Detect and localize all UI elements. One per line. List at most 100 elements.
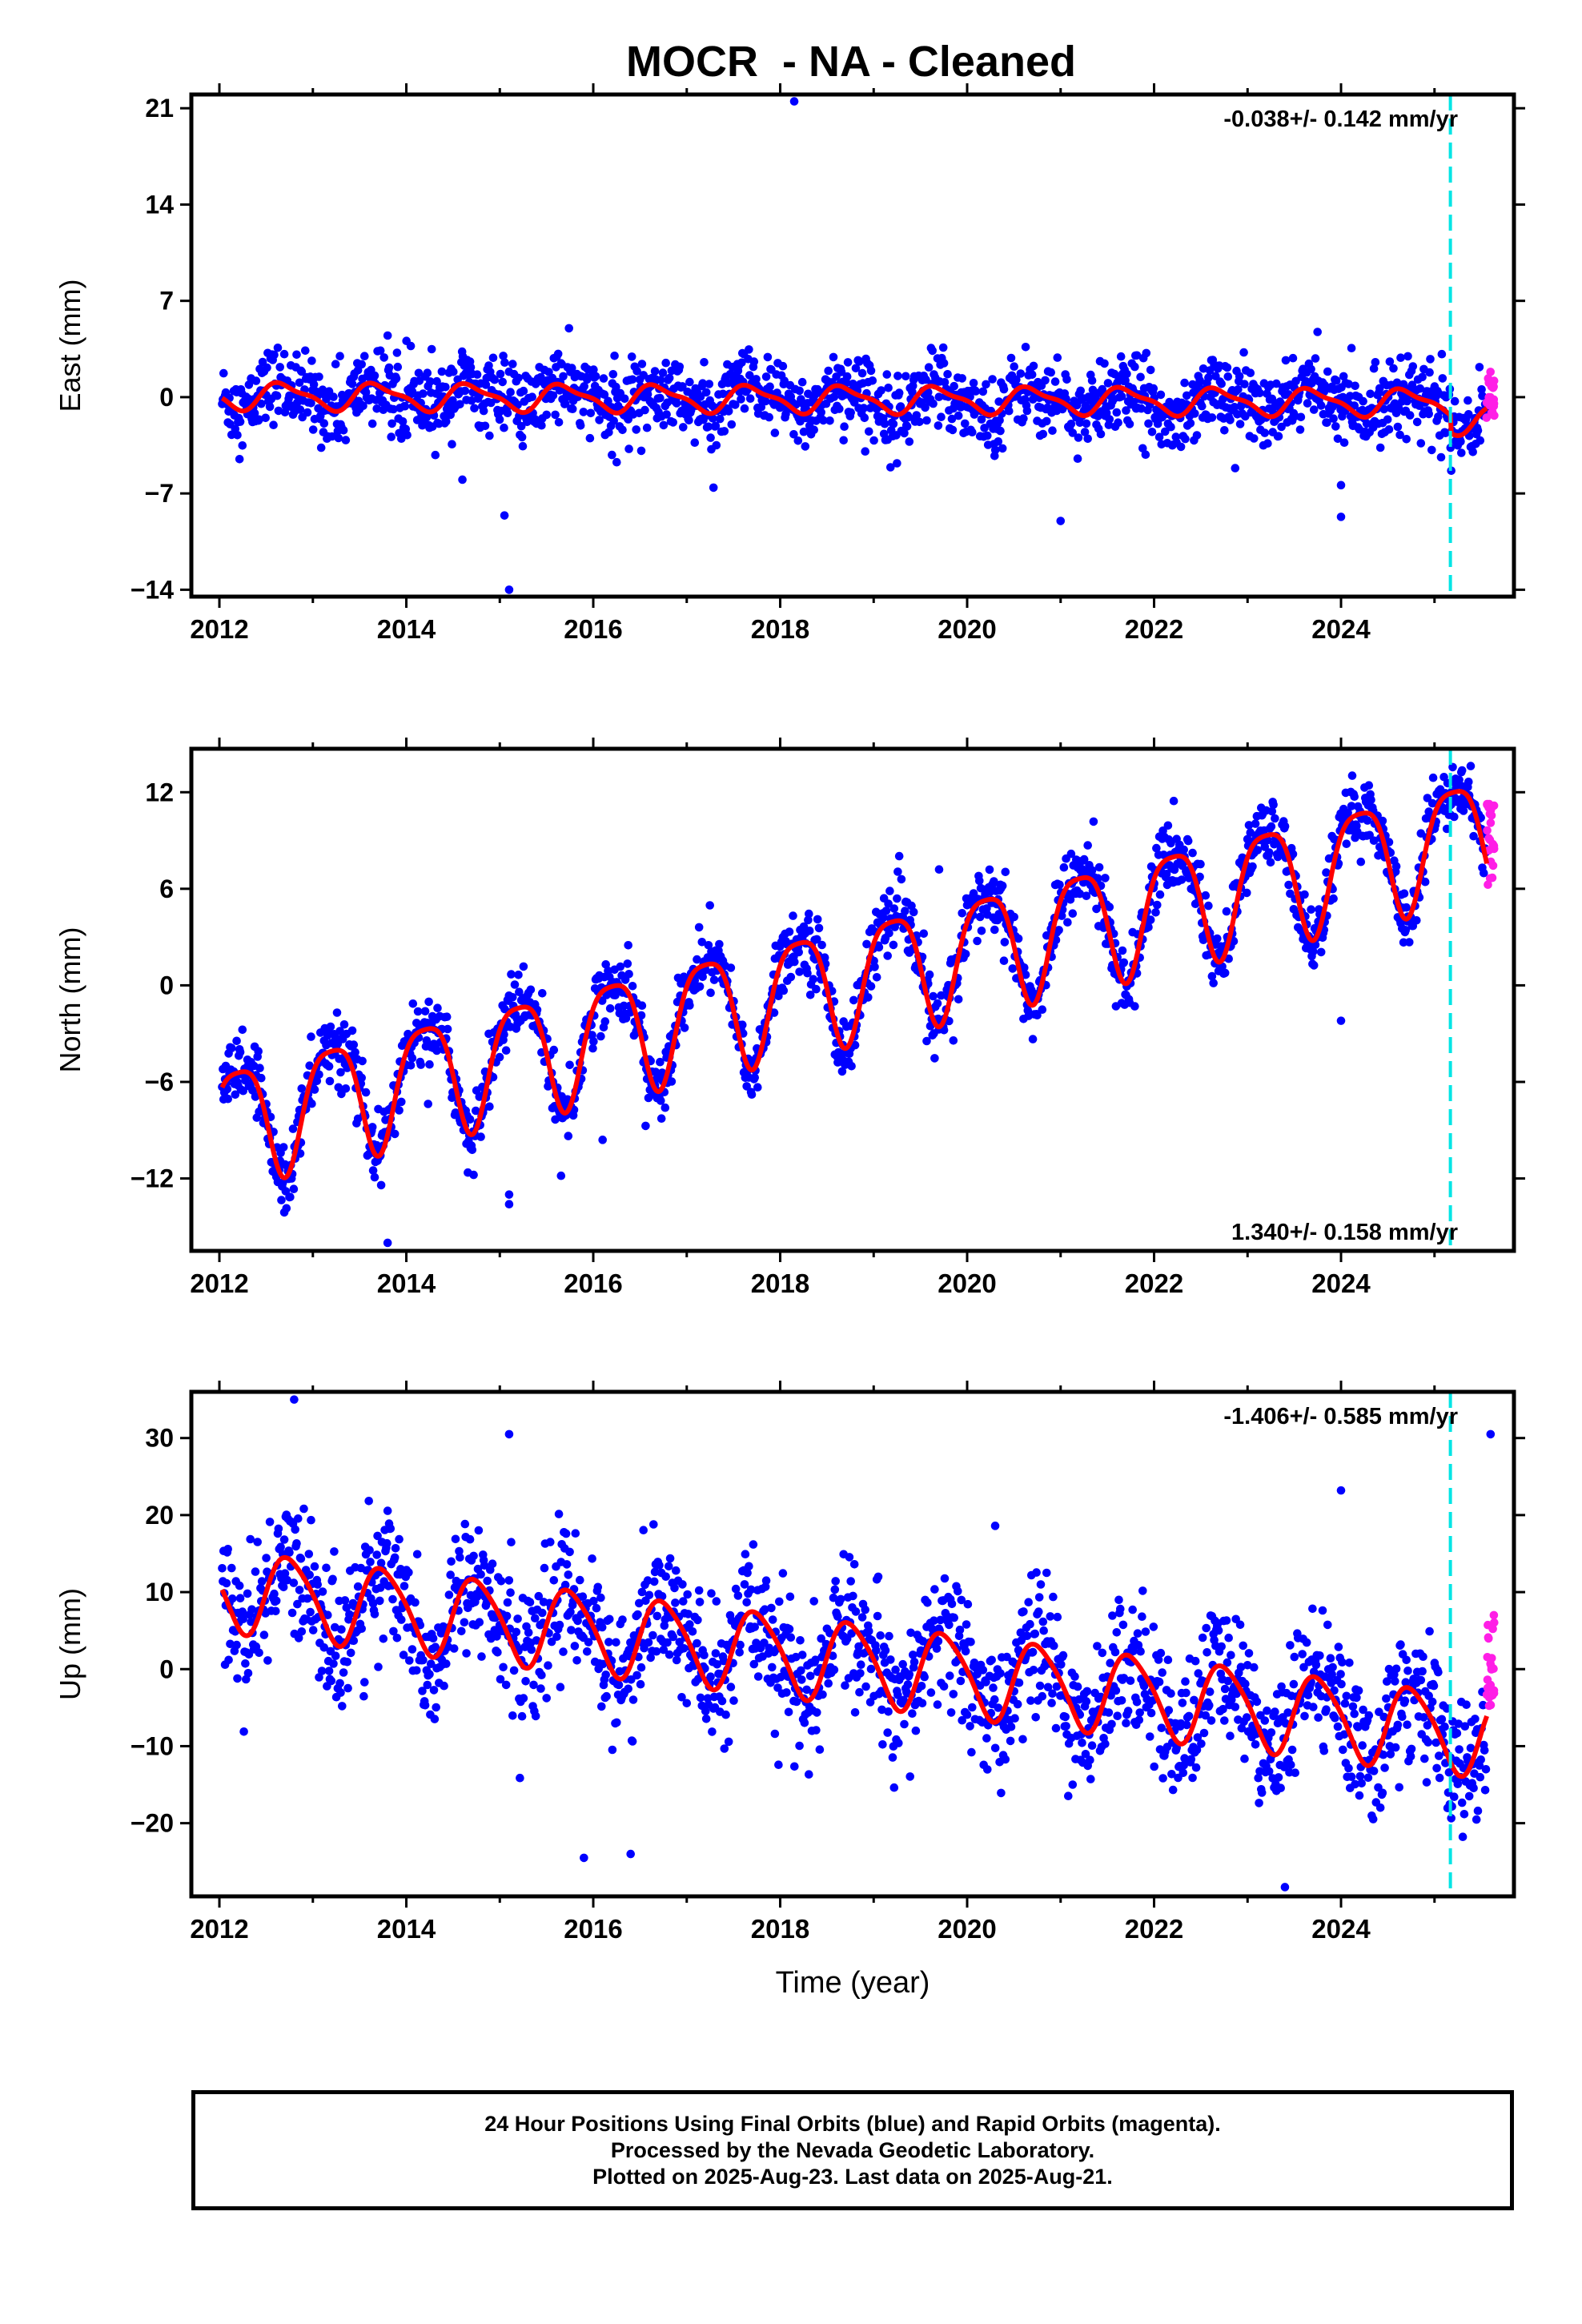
data-point xyxy=(729,1696,738,1705)
data-point xyxy=(492,1632,501,1641)
data-point xyxy=(962,1620,971,1629)
data-point xyxy=(222,1578,231,1588)
data-point xyxy=(745,394,755,404)
data-point xyxy=(637,1587,647,1597)
data-point xyxy=(1176,442,1186,452)
data-point xyxy=(408,1054,417,1063)
data-point xyxy=(393,362,403,372)
data-point xyxy=(847,1629,856,1638)
data-point xyxy=(795,967,804,976)
data-point xyxy=(1106,1659,1114,1667)
data-point xyxy=(612,1718,621,1727)
data-point xyxy=(904,412,913,422)
data-point xyxy=(500,1030,508,1039)
data-point xyxy=(683,1590,692,1599)
data-point xyxy=(825,416,834,425)
data-point xyxy=(988,375,997,384)
data-point xyxy=(1086,1755,1094,1764)
data-point xyxy=(1089,817,1098,826)
data-point xyxy=(883,1728,892,1737)
data-point xyxy=(1094,874,1102,883)
data-point xyxy=(456,1553,464,1562)
data-point xyxy=(1129,1647,1138,1656)
data-point xyxy=(479,406,488,416)
outlier-point xyxy=(1056,517,1066,525)
rapid-point xyxy=(1485,835,1495,845)
data-point xyxy=(813,915,822,924)
data-point xyxy=(627,352,636,361)
data-point xyxy=(966,1722,974,1731)
data-point xyxy=(1436,452,1446,462)
data-point xyxy=(1151,908,1160,917)
data-point xyxy=(694,1586,704,1595)
data-point xyxy=(741,1550,750,1558)
data-point xyxy=(412,1666,421,1675)
data-point xyxy=(1231,464,1240,472)
data-point xyxy=(1136,1647,1145,1656)
data-point xyxy=(618,425,627,435)
data-point xyxy=(1014,1679,1024,1687)
data-point xyxy=(1002,1652,1011,1662)
data-point xyxy=(1082,891,1091,900)
data-point xyxy=(1186,419,1195,428)
data-point xyxy=(305,1570,315,1579)
data-point xyxy=(286,1192,295,1201)
data-point xyxy=(1122,406,1130,415)
data-point xyxy=(279,1535,289,1544)
data-point xyxy=(731,400,740,409)
data-point xyxy=(813,935,821,944)
data-point xyxy=(906,1628,915,1638)
data-point xyxy=(570,1642,580,1651)
data-point xyxy=(299,1504,308,1514)
data-point xyxy=(318,1587,327,1596)
data-point xyxy=(1448,762,1457,772)
data-point xyxy=(437,367,447,376)
data-point xyxy=(1087,866,1097,875)
data-point xyxy=(956,1676,966,1686)
data-point xyxy=(1112,408,1122,417)
data-point xyxy=(874,943,884,952)
data-point xyxy=(1082,419,1091,428)
data-point xyxy=(1369,836,1379,845)
data-point xyxy=(426,377,435,386)
data-point xyxy=(900,1719,909,1729)
data-point xyxy=(223,1084,232,1094)
data-point xyxy=(672,1655,681,1665)
data-point xyxy=(950,1613,958,1622)
data-point xyxy=(829,1593,838,1602)
data-point xyxy=(1437,349,1447,359)
data-point xyxy=(1246,368,1255,378)
data-point xyxy=(1217,380,1226,388)
data-point xyxy=(583,375,592,384)
y-axis-label: North (mm) xyxy=(54,927,86,1073)
data-point xyxy=(805,909,813,919)
data-point xyxy=(1130,362,1139,372)
data-point xyxy=(926,1021,935,1031)
data-point xyxy=(1401,926,1411,935)
data-point xyxy=(949,1690,958,1699)
data-point xyxy=(797,1666,805,1675)
data-point xyxy=(416,1060,425,1069)
data-point xyxy=(805,991,815,999)
data-point xyxy=(519,386,528,396)
data-point xyxy=(1137,404,1146,413)
data-point xyxy=(227,1594,237,1603)
data-point xyxy=(307,399,315,408)
data-point xyxy=(303,1594,312,1603)
data-point xyxy=(656,376,665,384)
data-point xyxy=(379,353,389,362)
data-point xyxy=(345,1610,354,1619)
data-point xyxy=(559,1647,568,1656)
data-point xyxy=(925,970,934,979)
data-point xyxy=(632,425,640,434)
data-point xyxy=(295,1586,304,1594)
data-point xyxy=(679,1644,689,1653)
data-point xyxy=(1119,1674,1129,1683)
data-point xyxy=(322,1563,331,1573)
data-point xyxy=(425,1059,434,1069)
data-point xyxy=(332,1008,342,1017)
data-point xyxy=(275,363,285,372)
data-point xyxy=(276,1542,285,1551)
data-point xyxy=(1408,362,1418,371)
data-point xyxy=(339,426,348,435)
